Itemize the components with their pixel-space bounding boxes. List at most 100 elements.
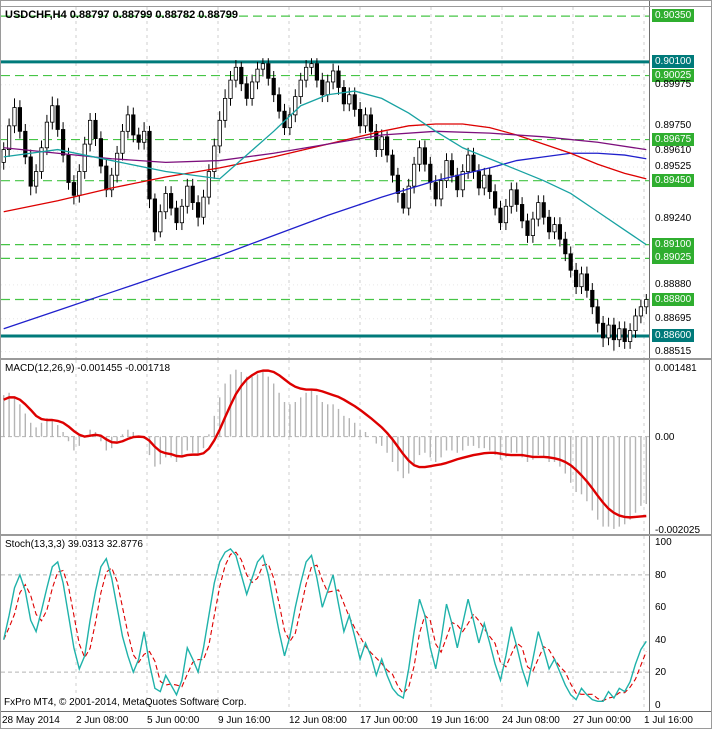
macd-axis-label: 0.00 — [655, 431, 675, 443]
candle-body — [574, 269, 579, 288]
candle-body — [239, 66, 244, 85]
candle-body — [498, 207, 503, 224]
candle-body — [158, 211, 163, 233]
candle-body — [347, 94, 352, 105]
price-chart-canvas[interactable] — [1, 7, 649, 358]
stoch-main-line — [3, 548, 647, 702]
candle-body — [465, 154, 471, 172]
candle-body — [471, 154, 476, 172]
candle-body — [357, 108, 363, 127]
candle-body — [28, 156, 33, 187]
candle-body — [622, 328, 627, 342]
candle-body — [147, 130, 152, 200]
candle-body — [163, 193, 168, 213]
candle-body — [266, 63, 271, 79]
candle-body — [492, 191, 498, 209]
candle-body — [330, 70, 336, 83]
candle-body — [406, 185, 411, 209]
candle-body — [530, 218, 536, 236]
candle-body — [438, 180, 444, 200]
candle-body — [228, 79, 233, 99]
time-axis-label: 27 Jun 00:00 — [573, 715, 631, 726]
price-axis[interactable]: 0.90350 0.90100 0.90025 0.89975 0.89750 0.896… — [649, 1, 711, 711]
candle-body — [325, 81, 330, 96]
candle-body — [276, 94, 282, 112]
candle-body — [460, 171, 465, 191]
candle-body — [314, 63, 320, 81]
candle-body — [7, 125, 12, 150]
price-axis-label: 0.89525 — [655, 160, 692, 172]
candle-body — [487, 174, 492, 193]
time-axis-label: 24 Jun 08:00 — [502, 715, 560, 726]
candle-body — [644, 299, 649, 308]
candle-body — [71, 182, 76, 196]
time-axis-label: 9 Jun 16:00 — [218, 715, 271, 726]
price-axis-label: 0.89025 — [652, 251, 695, 265]
candle-body — [271, 77, 276, 96]
stoch-axis-label: 0 — [655, 699, 661, 711]
main-pane-top-border — [1, 6, 711, 7]
candle-body — [433, 182, 438, 200]
moving-average-teal — [3, 90, 647, 246]
candle-body — [628, 330, 633, 342]
time-axis[interactable]: 28 May 2014 2 Jun 08:00 5 Jun 00:00 9 Jun 1… — [1, 711, 711, 728]
candle-body — [503, 205, 509, 224]
candle-body — [638, 306, 644, 317]
candle-body — [34, 171, 39, 187]
candle-body — [249, 81, 255, 99]
candle-body — [125, 114, 130, 132]
candle-body — [395, 174, 401, 194]
candle-body — [98, 138, 103, 167]
time-axis-label: 1 Jul 16:00 — [644, 715, 693, 726]
candle-body — [401, 193, 406, 209]
stoch-axis-label: 20 — [655, 667, 667, 679]
pane-splitter-stoch[interactable] — [1, 534, 711, 536]
time-axis-label: 12 Jun 08:00 — [289, 715, 347, 726]
candle-body — [374, 130, 379, 150]
candle-body — [633, 315, 638, 331]
candle-body — [168, 193, 174, 209]
candle-body — [606, 324, 611, 339]
candle-body — [174, 207, 179, 224]
candle-body — [595, 306, 600, 324]
moving-average-red — [3, 123, 647, 213]
stochastic-indicator-canvas[interactable] — [1, 536, 649, 711]
candle-body — [109, 174, 114, 191]
candle-body — [195, 202, 201, 218]
price-axis-label: 0.89675 — [652, 132, 695, 146]
macd-signal-line — [3, 369, 647, 519]
candle-body — [77, 171, 82, 196]
candle-body — [303, 66, 309, 81]
candle-body — [547, 216, 552, 233]
macd-indicator-canvas[interactable] — [1, 360, 649, 534]
candle-body — [563, 238, 568, 255]
price-axis-label: 0.89240 — [655, 213, 692, 225]
candle-body — [411, 163, 417, 187]
candle-body — [611, 324, 617, 341]
price-axis-label: 0.89610 — [655, 145, 692, 157]
candle-body — [390, 154, 395, 176]
candle-body — [455, 174, 460, 191]
macd-indicator-title: MACD(12,26,9) -0.001455 -0.001718 — [5, 363, 171, 374]
candle-body — [212, 145, 217, 172]
time-axis-label: 2 Jun 08:00 — [76, 715, 129, 726]
moving-average-blue — [3, 152, 647, 330]
price-axis-label: 0.88600 — [652, 329, 695, 343]
candle-body — [152, 198, 157, 233]
time-axis-label: 17 Jun 00:00 — [360, 715, 418, 726]
pane-splitter-macd[interactable] — [1, 358, 711, 360]
candle-body — [93, 119, 98, 140]
candle-body — [309, 63, 314, 68]
time-axis-label: 28 May 2014 — [2, 715, 60, 726]
candle-body — [23, 130, 28, 158]
candle-body — [617, 328, 622, 341]
stochastic-indicator-title: Stoch(13,3,3) 39.0313 32.8776 — [5, 539, 143, 550]
candle-body — [341, 87, 347, 105]
candle-body — [141, 130, 147, 143]
candle-body — [417, 147, 422, 165]
time-axis-label: 5 Jun 00:00 — [147, 715, 200, 726]
candle-body — [115, 152, 120, 176]
candle-body — [39, 147, 44, 172]
candle-body — [336, 70, 341, 88]
